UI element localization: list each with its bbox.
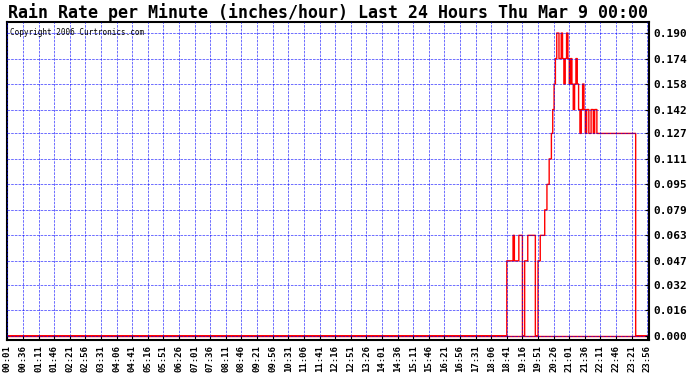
Title: Rain Rate per Minute (inches/hour) Last 24 Hours Thu Mar 9 00:00: Rain Rate per Minute (inches/hour) Last … (8, 3, 648, 22)
Text: Copyright 2006 Curtronics.com: Copyright 2006 Curtronics.com (10, 28, 144, 37)
